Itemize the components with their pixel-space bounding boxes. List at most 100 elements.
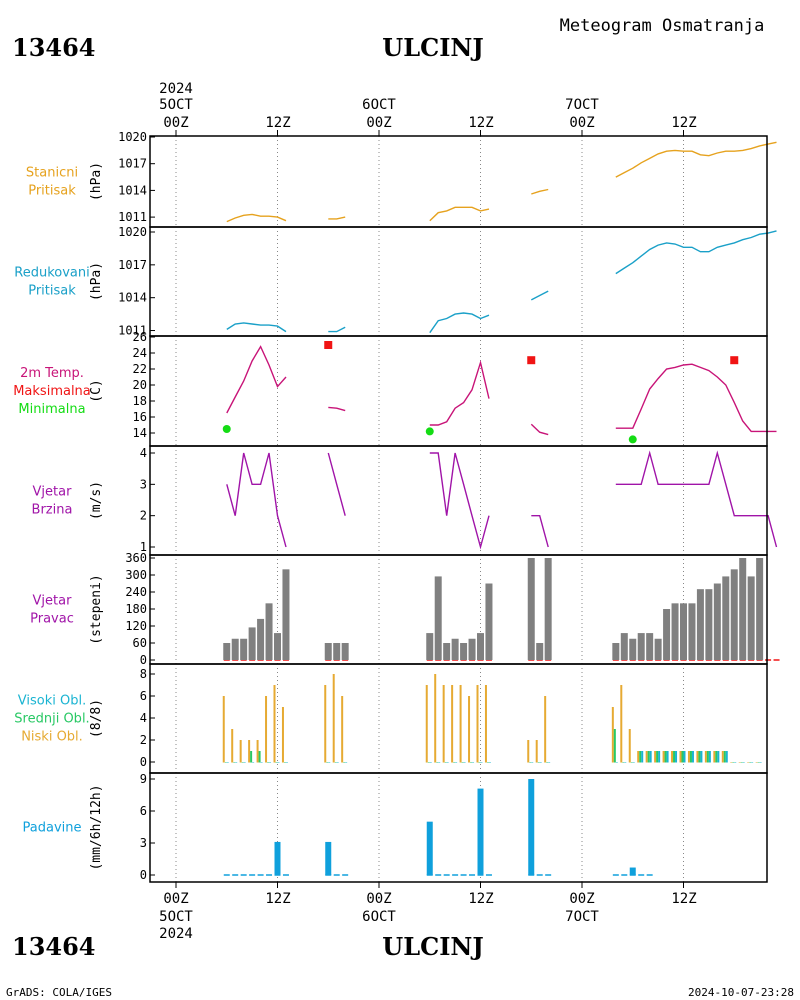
cloud-bar: [628, 729, 631, 762]
cloud-bar: [535, 740, 538, 762]
cloud-bar: [459, 685, 462, 762]
wind-dir-bar: [333, 643, 341, 660]
cloud-bar: [666, 751, 669, 762]
y-tick-label: 240: [125, 585, 147, 599]
top-tick-label: 00Z: [163, 115, 188, 131]
cloud-bar: [620, 685, 623, 762]
y-tick-label: 180: [125, 602, 147, 616]
cloud-bar: [637, 751, 640, 762]
y-tick-label: 0: [140, 653, 147, 667]
series-line: [531, 515, 549, 548]
cloud-bar: [332, 674, 335, 762]
y-tick-label: 26: [133, 330, 147, 344]
cloud-bar: [527, 740, 530, 762]
series-line: [429, 206, 490, 222]
panel-label: Brzina: [32, 503, 73, 518]
y-axis-label: (hPa): [89, 262, 104, 301]
series-line: [530, 290, 549, 301]
y-tick-label: 6: [140, 804, 147, 818]
cloud-bar: [700, 751, 703, 762]
y-tick-label: 8: [140, 667, 147, 681]
wind-dir-bar: [341, 643, 349, 660]
cloud-bar: [248, 740, 251, 762]
y-tick-label: 1011: [118, 324, 147, 338]
wind-dir-bar: [739, 558, 747, 660]
precip-bar: [528, 779, 535, 875]
panel-frame: [149, 135, 768, 228]
wind-dir-bar: [426, 633, 434, 660]
wind-dir-bar: [756, 558, 764, 660]
top-year-label: 2024: [159, 81, 193, 97]
precip-bar: [477, 788, 484, 875]
cloud-bar: [425, 685, 428, 762]
cloud-bar: [484, 685, 487, 762]
wind-dir-bar: [274, 633, 281, 660]
y-axis-label: (C): [89, 379, 104, 402]
panel-label: Niski Obl.: [21, 730, 83, 745]
cloud-bar: [273, 685, 276, 762]
y-tick-label: 1020: [118, 225, 147, 239]
panel-label: Visoki Obl.: [18, 694, 86, 709]
bottom-tick-label: 00Z: [569, 891, 594, 907]
bottom-year-label: 2024: [159, 926, 193, 942]
y-tick-label: 1011: [118, 210, 147, 224]
wind-dir-bar: [730, 569, 738, 660]
cloud-bar: [239, 740, 242, 762]
series-line: [328, 406, 346, 412]
y-tick-label: 120: [125, 619, 147, 633]
wind-dir-bar: [282, 569, 290, 660]
bottom-tick-label: 00Z: [366, 891, 391, 907]
wind-dir-bar: [688, 603, 696, 660]
wind-dir-bar: [705, 589, 713, 660]
wind-dir-bar: [257, 618, 265, 660]
cloud-bar: [544, 696, 547, 762]
bottom-tick-label: 00Z: [163, 891, 188, 907]
cloud-bar: [725, 751, 728, 762]
y-tick-label: 3: [140, 836, 147, 850]
bottom-tick-label: 12Z: [671, 891, 696, 907]
tmax-marker: [730, 356, 739, 365]
y-axis-label: (mm/6h/12h): [89, 784, 104, 870]
wind-dir-bar: [248, 627, 256, 660]
cloud-bar: [704, 751, 707, 762]
cloud-bar: [671, 751, 674, 762]
cloud-bar: [721, 751, 724, 762]
series-line: [615, 230, 777, 275]
tmax-marker: [324, 341, 333, 349]
wind-dir-bar: [747, 576, 755, 660]
panel: 1 2 3 4 (m/s) Vjetar Brzina: [32, 445, 778, 556]
cloud-bar: [476, 685, 479, 762]
cloud-bar: [250, 751, 253, 762]
y-tick-label: 9: [140, 772, 147, 786]
cloud-bar: [658, 751, 661, 762]
cloud-bar: [673, 751, 676, 762]
cloud-bar: [708, 751, 711, 762]
cloud-bar: [647, 751, 650, 762]
y-tick-label: 1014: [118, 291, 147, 305]
panel: 14 16 18 20 22 24 26 (C) 2m Temp. Maksimalna Minim…: [13, 330, 777, 447]
wind-dir-bar: [620, 633, 628, 660]
tmin-marker: [222, 425, 231, 433]
series-line: [615, 450, 778, 548]
cloud-bar: [613, 729, 616, 762]
top-tick-label: 00Z: [366, 115, 391, 131]
panel: 0 60 120 180 240 300 360 (stepeni) Vjetar Pravac: [30, 551, 780, 667]
wind-dir-bar: [680, 603, 687, 660]
series-line: [226, 213, 287, 223]
precip-bar: [426, 821, 433, 875]
y-tick-label: 2: [140, 733, 147, 747]
cloud-bar: [706, 751, 709, 762]
series-line: [429, 359, 490, 426]
bottom-day-label: 6OCT: [362, 909, 396, 925]
wind-dir-bar: [231, 638, 239, 660]
bottom-day-label: 5OCT: [159, 909, 193, 925]
panel-label: Pritisak: [28, 184, 76, 199]
panel-label: Pravac: [30, 612, 74, 627]
cloud-bar: [222, 696, 225, 762]
top-day-label: 5OCT: [159, 97, 193, 113]
bottom-time-axis: 00Z 12Z 00Z 12Z 00Z 12Z 5OCT 6OCT 7OCT 2…: [159, 891, 697, 942]
cloud-bar: [442, 685, 445, 762]
bottom-tick-label: 12Z: [468, 891, 493, 907]
cloud-bar: [649, 751, 652, 762]
